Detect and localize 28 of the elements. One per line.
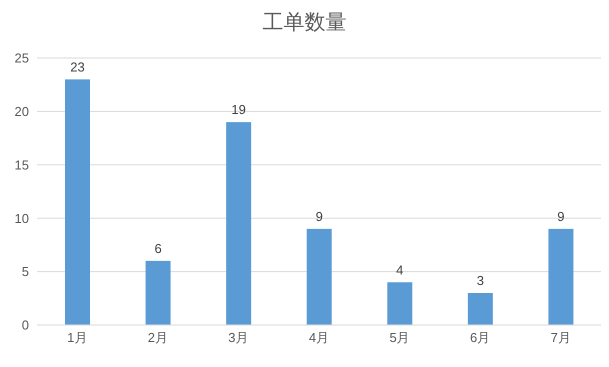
- data-label: 6: [154, 240, 162, 256]
- bar: [387, 282, 412, 325]
- x-tick-label: 7月: [550, 330, 571, 346]
- y-tick-label: 15: [14, 157, 29, 172]
- bar: [146, 260, 171, 325]
- data-label: 9: [557, 208, 565, 224]
- data-label: 9: [316, 208, 323, 224]
- x-tick-label: 2月: [148, 330, 168, 346]
- y-tick-label: 20: [14, 104, 29, 120]
- y-tick-label: 10: [14, 210, 29, 226]
- data-label: 19: [231, 102, 246, 118]
- x-tick-label: 1月: [67, 330, 88, 346]
- data-label: 23: [70, 59, 85, 74]
- bar: [226, 122, 252, 325]
- bar: [306, 228, 332, 325]
- x-tick-label: 3月: [228, 330, 249, 346]
- data-label: 3: [476, 272, 484, 288]
- bar: [548, 228, 574, 325]
- data-label: 4: [396, 262, 404, 278]
- x-tick-label: 6月: [470, 330, 490, 346]
- y-tick-label: 0: [22, 318, 29, 333]
- y-tick-label: 25: [14, 50, 29, 66]
- bar: [468, 292, 493, 325]
- x-tick-label: 5月: [389, 330, 410, 346]
- bar: [65, 79, 90, 325]
- chart-title: 工单数量: [262, 10, 348, 36]
- x-tick-label: 4月: [308, 330, 330, 346]
- y-tick-label: 5: [22, 264, 29, 280]
